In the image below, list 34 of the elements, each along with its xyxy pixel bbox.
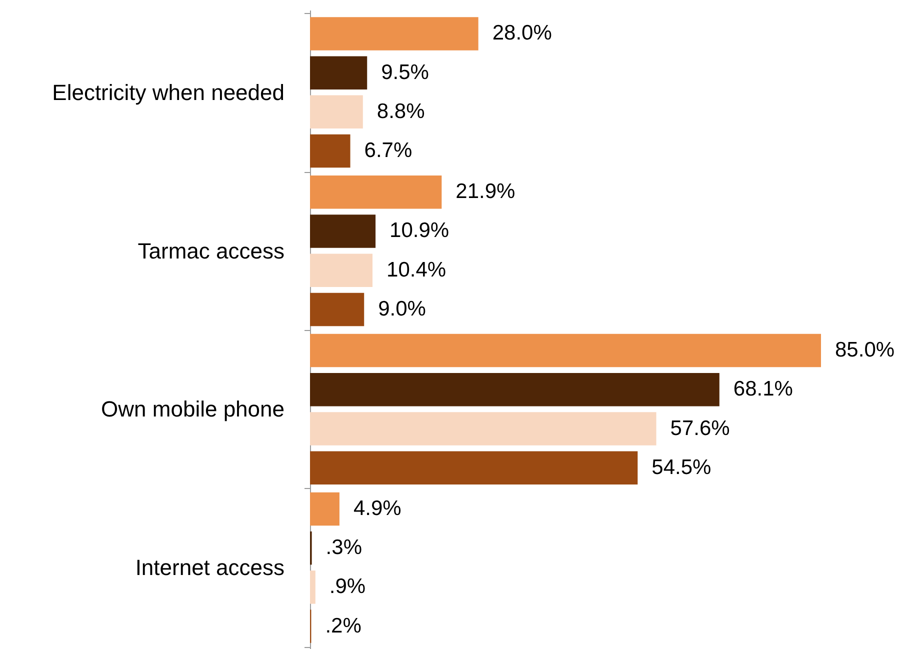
y-tick-label: Internet access bbox=[135, 555, 284, 580]
data-label: 10.4% bbox=[386, 258, 446, 282]
y-tick-label: Own mobile phone bbox=[101, 396, 284, 422]
data-label: 9.5% bbox=[381, 60, 429, 84]
bar bbox=[310, 412, 656, 446]
bar bbox=[310, 451, 638, 485]
data-label: 21.9% bbox=[456, 180, 516, 204]
data-label: 28.0% bbox=[492, 22, 552, 45]
y-tick-label: Tarmac access bbox=[138, 238, 284, 264]
data-label: .2% bbox=[325, 614, 362, 638]
data-label: 54.5% bbox=[652, 456, 712, 479]
bar bbox=[310, 56, 368, 90]
data-label: .3% bbox=[326, 536, 362, 560]
data-label: 6.7% bbox=[364, 139, 412, 162]
bar bbox=[310, 334, 821, 368]
bar bbox=[310, 292, 364, 326]
data-label: 10.9% bbox=[390, 219, 450, 242]
bar bbox=[310, 373, 720, 406]
y-tick-label: Electricity when needed bbox=[52, 80, 284, 105]
bar bbox=[310, 254, 373, 287]
bar bbox=[310, 95, 363, 129]
data-label: 8.8% bbox=[376, 100, 425, 123]
bar bbox=[310, 214, 376, 248]
bar bbox=[310, 134, 350, 168]
bar bbox=[310, 492, 340, 526]
data-label: 9.0% bbox=[378, 297, 426, 320]
data-label: .9% bbox=[329, 575, 366, 598]
bar bbox=[310, 175, 442, 209]
data-label: 85.0% bbox=[835, 338, 895, 362]
bar bbox=[310, 570, 316, 604]
bar bbox=[310, 17, 478, 50]
data-label: 4.9% bbox=[353, 496, 402, 520]
data-label: 68.1% bbox=[733, 378, 793, 401]
data-label: 57.6% bbox=[670, 416, 730, 440]
